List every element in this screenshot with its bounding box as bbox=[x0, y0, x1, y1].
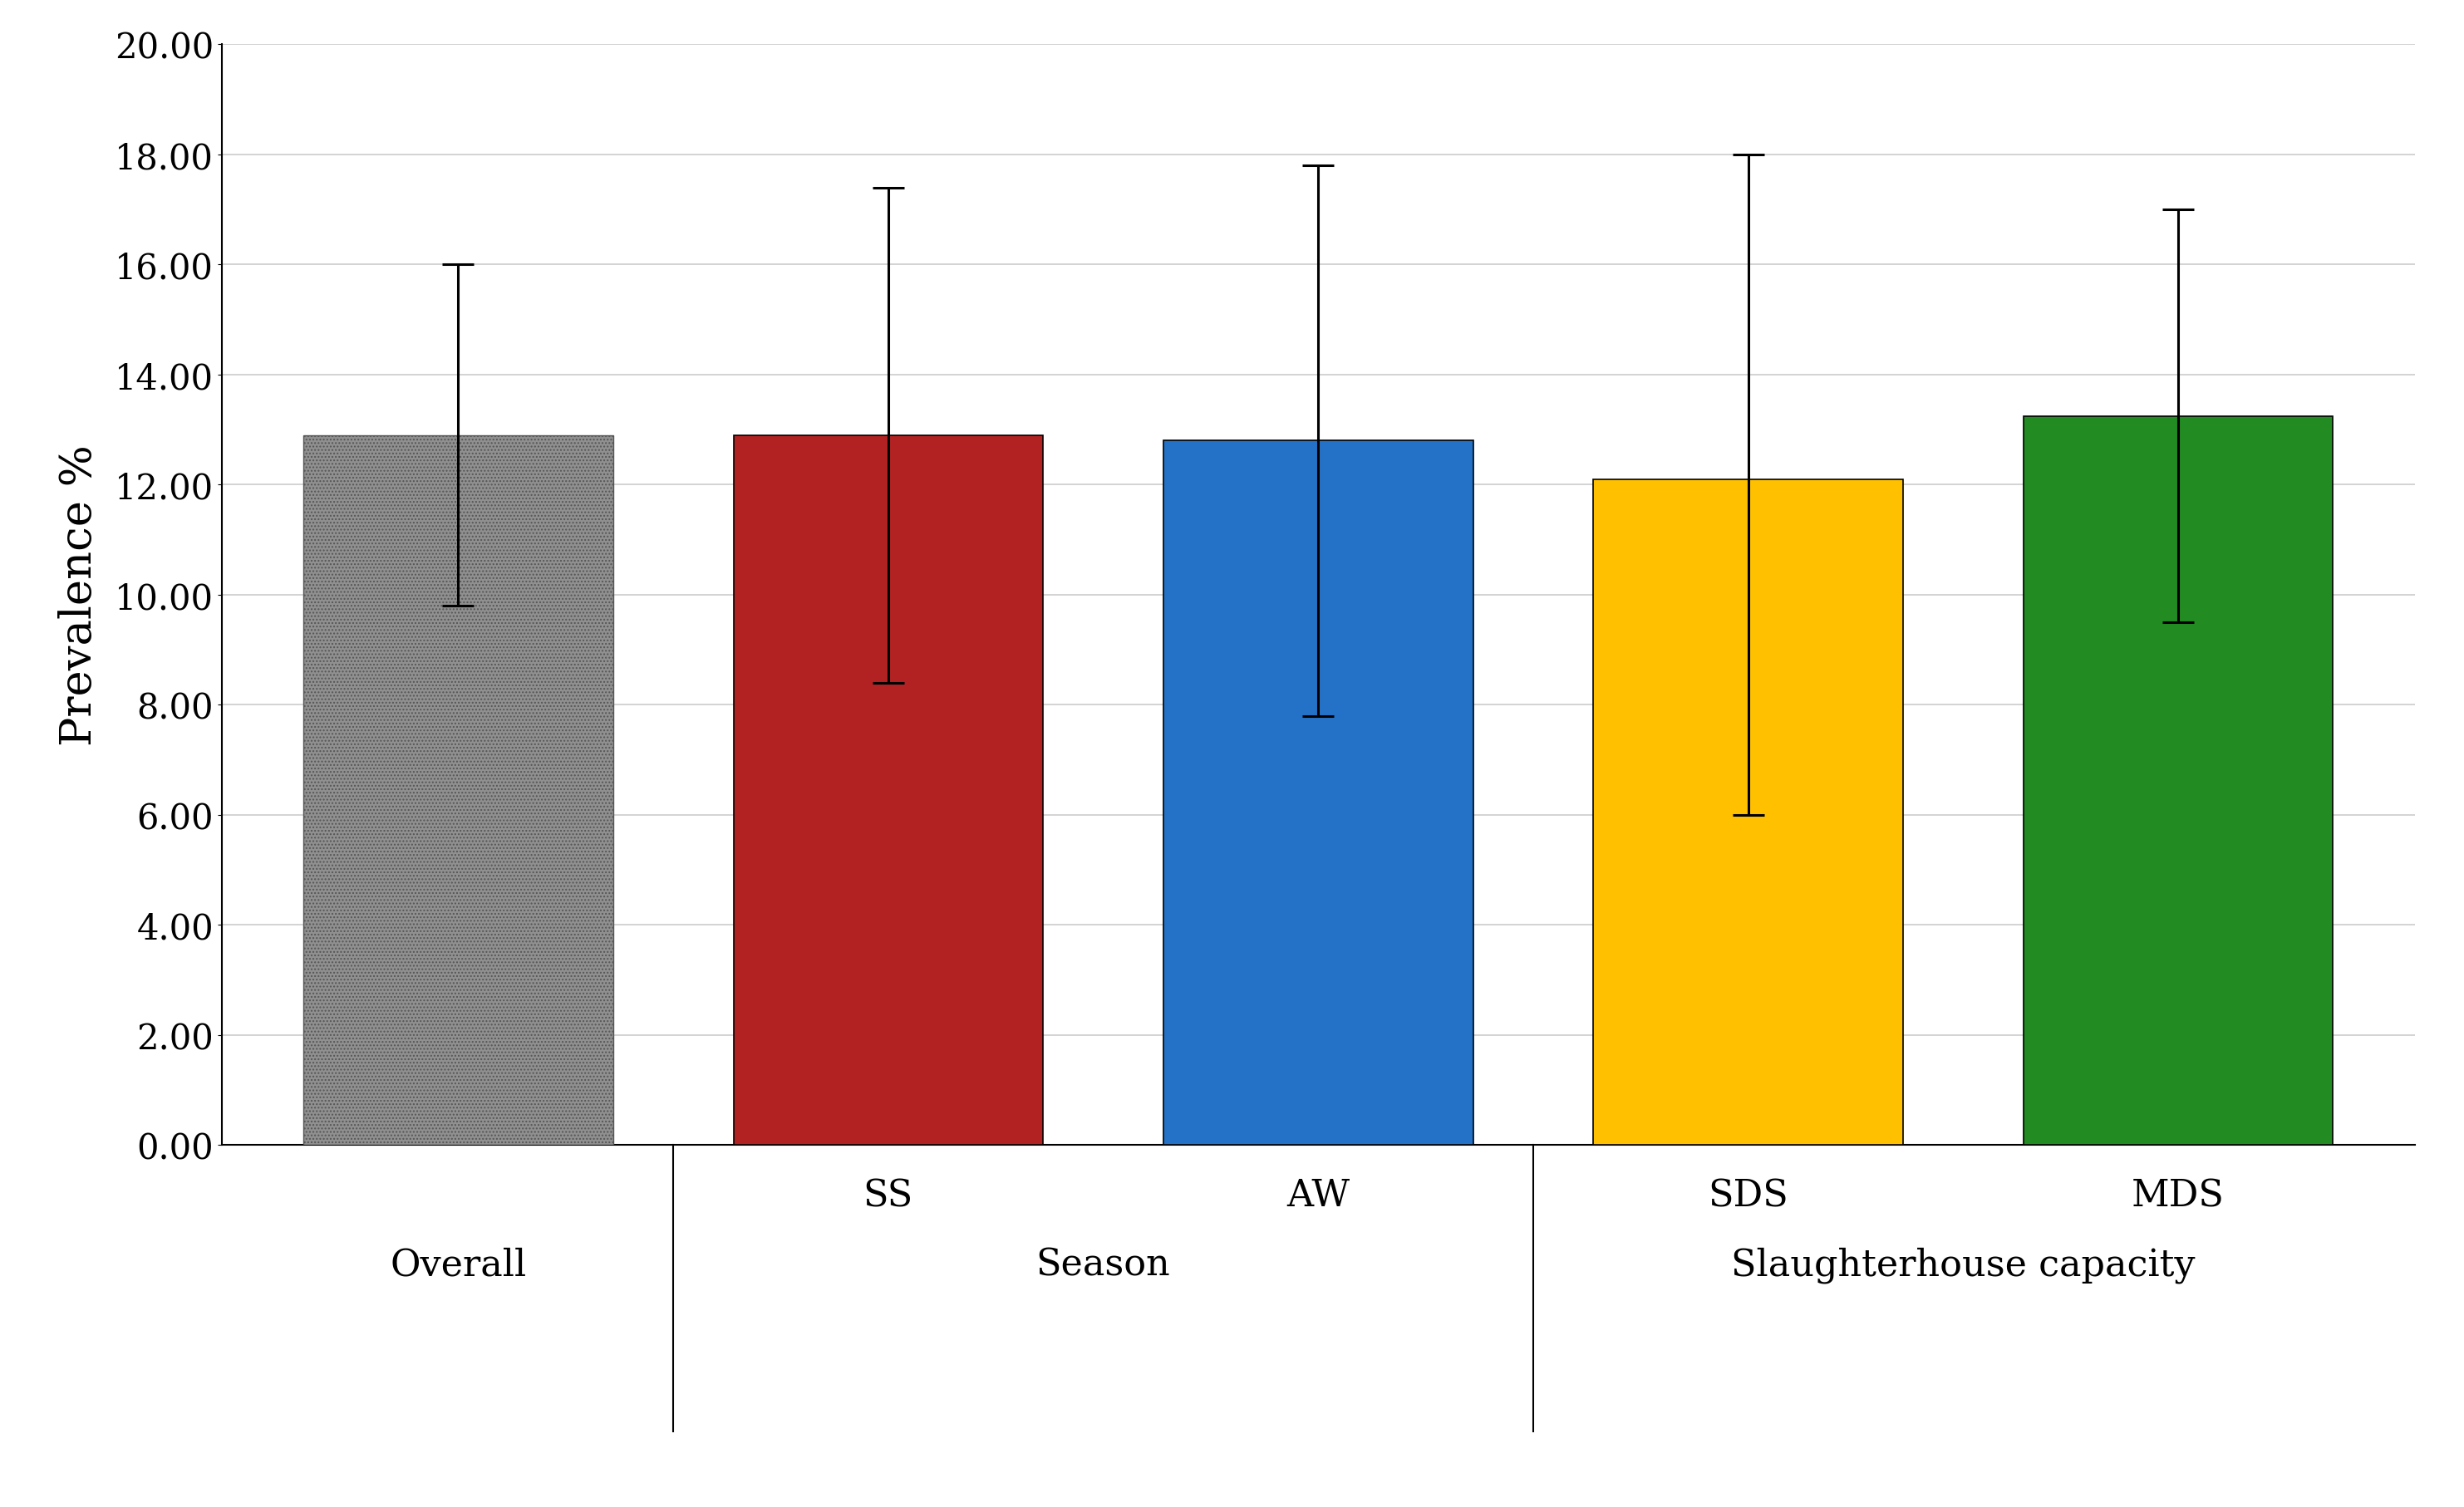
Bar bbox=[303, 436, 614, 1145]
Text: SS: SS bbox=[862, 1177, 914, 1213]
Y-axis label: Prevalence %: Prevalence % bbox=[59, 445, 101, 746]
Text: MDS: MDS bbox=[2131, 1177, 2225, 1213]
Text: SDS: SDS bbox=[1708, 1177, 1789, 1213]
Bar bbox=[2023, 416, 2333, 1145]
Bar bbox=[1594, 479, 1902, 1145]
Bar bbox=[734, 436, 1042, 1145]
Bar bbox=[1163, 442, 1473, 1145]
Text: Overall: Overall bbox=[389, 1246, 527, 1282]
Text: Slaughterhouse capacity: Slaughterhouse capacity bbox=[1732, 1246, 2195, 1282]
Text: AW: AW bbox=[1286, 1177, 1350, 1213]
Text: Season: Season bbox=[1035, 1246, 1170, 1282]
